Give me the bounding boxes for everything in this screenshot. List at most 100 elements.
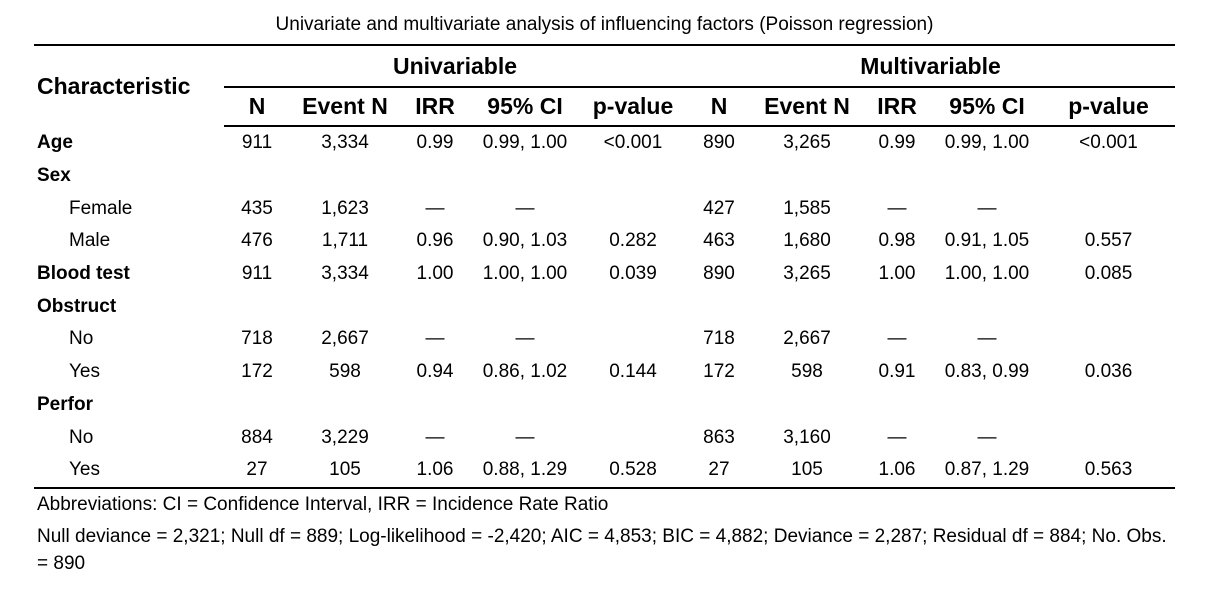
table-cell: 105	[290, 453, 400, 489]
table-row: No 718 2,667 — — 718 2,667 — —	[34, 323, 1175, 356]
table-cell: 718	[241, 328, 273, 350]
table-cell: 3,265	[783, 263, 831, 285]
table-cell: <0.001	[1079, 132, 1138, 154]
model-stats-footnote: Null deviance = 2,321; Null df = 889; Lo…	[37, 526, 1167, 574]
table-row: Sex	[34, 160, 1175, 193]
multivariable-group-header: Multivariable	[686, 46, 1175, 88]
table-cell	[686, 160, 752, 193]
table-row: Blood test 911 3,334 1.00 1.00, 1.00 0.039 890…	[34, 258, 1175, 291]
table-cell	[862, 160, 932, 193]
table-cell	[224, 389, 290, 422]
column-header: 95% CI	[470, 87, 580, 127]
table-cell	[580, 290, 686, 323]
table-cell	[862, 389, 932, 422]
table-cell: 3,334	[321, 132, 369, 154]
table-cell: 1.00, 1.00	[944, 263, 1030, 285]
table-cell: 0.563	[1042, 453, 1175, 489]
table-cell: 3,334	[321, 263, 369, 285]
table-cell	[224, 160, 290, 193]
column-header: p-value	[580, 87, 686, 127]
table-cell: 0.87, 1.29	[932, 453, 1042, 489]
table-cell: 598	[329, 361, 361, 383]
table-cell	[686, 290, 752, 323]
table-cell: 1,585	[783, 197, 831, 219]
table-cell: —	[887, 426, 907, 448]
table-cell	[400, 160, 470, 193]
table-cell: 0.88, 1.29	[470, 453, 580, 489]
table-cell: 0.91, 1.05	[944, 230, 1030, 252]
table-cell: —	[515, 426, 535, 448]
table-cell: 1.00	[416, 263, 454, 285]
table-cell: 0.91	[878, 361, 916, 383]
variable-label: Perfor	[37, 393, 93, 415]
table-cell: 1,711	[321, 230, 369, 252]
table-cell: —	[425, 197, 445, 219]
table-cell	[752, 389, 862, 422]
table-cell: 0.86, 1.02	[482, 361, 568, 383]
table-cell: —	[977, 197, 997, 219]
table-cell: 105	[752, 453, 862, 489]
table-cell	[1042, 192, 1175, 225]
table-cell: 476	[241, 230, 273, 252]
table-cell	[290, 389, 400, 422]
table-cell: 1.06	[862, 453, 932, 489]
table-cell	[1042, 323, 1175, 356]
table-cell: 0.99	[878, 132, 916, 154]
table-cell: —	[515, 328, 535, 350]
table-row: No 884 3,229 — — 863 3,160 — —	[34, 421, 1175, 454]
table-cell: 1.00	[878, 263, 916, 285]
table-cell: 1,623	[321, 197, 369, 219]
table-cell: —	[977, 328, 997, 350]
characteristic-header: Characteristic	[37, 72, 191, 99]
table-cell	[752, 160, 862, 193]
column-header: Event N	[290, 87, 400, 127]
table-cell: 0.96	[416, 230, 454, 252]
table-cell: 3,229	[321, 426, 369, 448]
table-row: Perfor	[34, 389, 1175, 422]
table-cell: 0.94	[416, 361, 454, 383]
level-label: Yes	[69, 361, 100, 383]
table-cell: 0.144	[609, 361, 657, 383]
level-label: Female	[69, 197, 133, 219]
table-cell: 172	[703, 361, 735, 383]
table-cell	[686, 389, 752, 422]
table-cell: 435	[241, 197, 273, 219]
table-caption: Univariate and multivariate analysis of …	[0, 13, 1209, 37]
table-cell	[470, 389, 580, 422]
table-cell: 0.036	[1084, 361, 1133, 383]
table-cell: 0.039	[609, 263, 657, 285]
column-header: p-value	[1042, 87, 1175, 127]
level-label: Male	[69, 230, 111, 252]
variable-label: Obstruct	[37, 295, 117, 317]
level-label: No	[69, 426, 94, 448]
table-cell	[470, 290, 580, 323]
level-label: No	[69, 328, 94, 350]
table-cell	[580, 192, 686, 225]
table-cell: 0.90, 1.03	[482, 230, 568, 252]
table-cell	[290, 160, 400, 193]
table-cell: 911	[241, 132, 273, 154]
table-cell: 2,667	[321, 328, 369, 350]
column-header: 95% CI	[932, 87, 1042, 127]
column-header: IRR	[862, 87, 932, 127]
table-cell	[1042, 389, 1175, 422]
table-row: Obstruct	[34, 290, 1175, 323]
column-header: IRR	[400, 87, 470, 127]
level-label: Yes	[34, 453, 224, 489]
table-cell	[1042, 160, 1175, 193]
table-cell: 1.00, 1.00	[482, 263, 568, 285]
table-cell: —	[887, 197, 907, 219]
table-cell: 3,160	[783, 426, 831, 448]
table-row: Male 476 1,711 0.96 0.90, 1.03 0.282 463 1,680 0…	[34, 225, 1175, 258]
table-cell	[580, 160, 686, 193]
table-cell	[1042, 421, 1175, 454]
table-cell: —	[425, 328, 445, 350]
table-cell	[400, 389, 470, 422]
table-cell: 0.99	[416, 132, 454, 154]
table-cell: 0.282	[609, 230, 657, 252]
table-cell: 890	[703, 132, 735, 154]
table-cell: 863	[703, 426, 735, 448]
table-cell	[1042, 290, 1175, 323]
table-cell	[862, 290, 932, 323]
table-cell: 0.98	[878, 230, 916, 252]
